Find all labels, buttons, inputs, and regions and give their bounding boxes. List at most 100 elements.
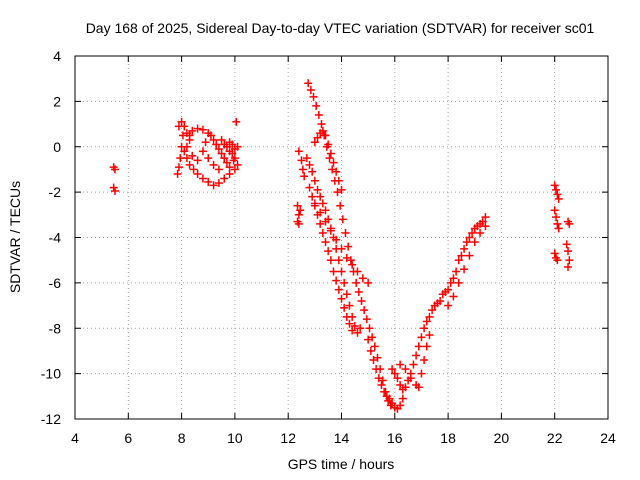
data-point <box>365 324 374 333</box>
y-tick-label: -4 <box>49 230 62 246</box>
data-point <box>342 290 351 299</box>
data-point <box>182 142 191 151</box>
data-point <box>476 228 485 237</box>
data-point <box>470 238 479 247</box>
data-point <box>294 210 303 219</box>
data-point <box>352 278 361 287</box>
data-point <box>564 262 573 271</box>
data-point <box>110 186 119 195</box>
data-point <box>310 138 319 147</box>
data-point <box>401 383 410 392</box>
y-tick-label: -12 <box>41 411 61 427</box>
data-point <box>173 169 182 178</box>
data-point <box>401 365 410 374</box>
data-point <box>193 156 202 165</box>
grid <box>75 56 608 419</box>
data-point <box>198 174 207 183</box>
data-point <box>329 267 338 276</box>
data-point <box>377 380 386 389</box>
data-point <box>306 86 315 95</box>
data-point <box>228 149 237 158</box>
data-point <box>380 387 389 396</box>
data-point <box>212 140 221 149</box>
data-point <box>313 133 322 142</box>
data-point <box>334 285 343 294</box>
data-point <box>452 267 461 276</box>
data-point <box>553 219 562 228</box>
data-point <box>358 274 367 283</box>
data-point <box>414 383 423 392</box>
data-point <box>481 222 490 231</box>
data-point <box>409 360 418 369</box>
data-point <box>110 165 119 174</box>
data-point <box>460 244 469 253</box>
data-point <box>332 235 341 244</box>
data-point <box>553 190 562 199</box>
data-point <box>316 208 325 217</box>
data-point <box>214 145 223 154</box>
data-point <box>462 238 471 247</box>
data-point <box>308 192 317 201</box>
x-tick-label: 8 <box>178 430 186 446</box>
data-point <box>294 219 303 228</box>
data-point <box>309 92 318 101</box>
x-axis: 4 6 8 10 12 14 16 18 20 22 24 <box>71 56 616 446</box>
data-point <box>193 169 202 178</box>
series-sat-e <box>182 138 223 174</box>
data-point <box>337 244 346 253</box>
data-point <box>385 394 394 403</box>
x-tick-label: 14 <box>334 430 350 446</box>
series-sat-d <box>185 124 234 172</box>
data-point <box>318 126 327 135</box>
data-point <box>177 117 186 126</box>
data-point <box>478 217 487 226</box>
series-sat-a <box>109 163 119 195</box>
data-point <box>552 185 561 194</box>
data-point <box>305 160 314 169</box>
data-point <box>337 185 346 194</box>
data-point <box>334 256 343 265</box>
data-point <box>318 228 327 237</box>
data-point <box>326 149 335 158</box>
data-point <box>422 317 431 326</box>
data-point <box>449 292 458 301</box>
data-point <box>393 374 402 383</box>
data-point <box>324 247 333 256</box>
data-point <box>296 206 305 215</box>
data-point <box>449 274 458 283</box>
data-point <box>204 177 213 186</box>
data-point <box>390 369 399 378</box>
x-tick-label: 10 <box>227 430 243 446</box>
data-point <box>222 158 231 167</box>
data-point <box>396 360 405 369</box>
data-point <box>182 154 191 163</box>
x-tick-label: 18 <box>440 430 456 446</box>
data-point <box>417 333 426 342</box>
data-point <box>217 149 226 158</box>
series-sat-s <box>550 181 563 265</box>
series-sat-j <box>310 126 346 194</box>
data-point <box>444 285 453 294</box>
data-point <box>465 251 474 260</box>
data-point <box>334 176 343 185</box>
data-point <box>388 399 397 408</box>
data-point <box>217 135 226 144</box>
data-point <box>189 165 198 174</box>
data-point <box>174 163 183 172</box>
data-points <box>109 79 574 413</box>
data-point <box>316 192 325 201</box>
data-point <box>356 324 365 333</box>
data-point <box>220 154 229 163</box>
data-point <box>565 256 574 265</box>
data-point <box>554 224 563 233</box>
series-sat-b <box>173 117 194 178</box>
data-point <box>444 301 453 310</box>
series-sat-m <box>310 199 373 287</box>
data-point <box>232 117 241 126</box>
data-point <box>313 185 322 194</box>
data-point <box>326 226 335 235</box>
data-point <box>364 335 373 344</box>
data-point <box>398 394 407 403</box>
